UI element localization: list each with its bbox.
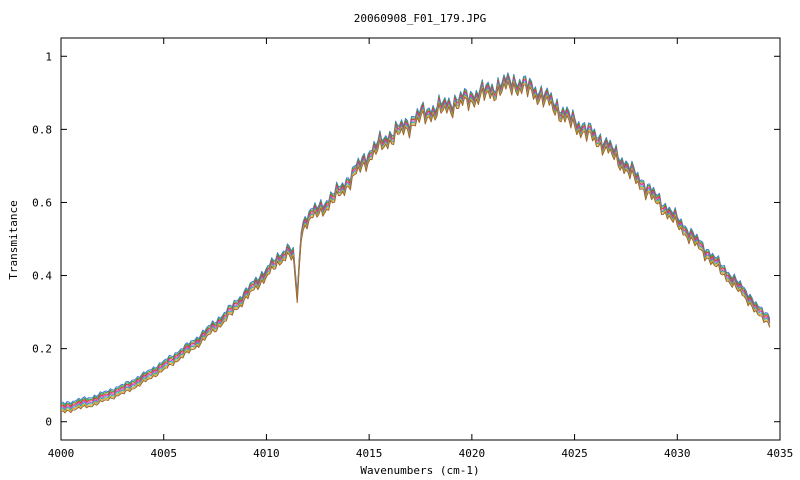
- y-tick-label: 0.6: [32, 196, 52, 209]
- x-tick-label: 4025: [561, 447, 588, 460]
- x-tick-label: 4010: [253, 447, 280, 460]
- x-tick-label: 4030: [664, 447, 691, 460]
- x-axis-label: Wavenumbers (cm-1): [360, 464, 479, 477]
- x-tick-label: 4035: [767, 447, 794, 460]
- x-tick-label: 4000: [48, 447, 75, 460]
- plot-frame: [60, 37, 781, 441]
- chart-title: 20060908_F01_179.JPG: [354, 12, 486, 25]
- series-lines: [60, 72, 771, 414]
- x-tick-label: 4005: [150, 447, 177, 460]
- y-axis-ticks: 0 0.2 0.4 0.6 0.8 1: [32, 50, 780, 429]
- y-tick-label: 1: [45, 50, 52, 63]
- y-tick-label: 0.8: [32, 123, 52, 136]
- y-tick-label: 0.2: [32, 343, 52, 356]
- series-line: [60, 81, 771, 414]
- y-axis-label: Transmitance: [7, 200, 20, 279]
- y-tick-label: 0: [45, 416, 52, 429]
- x-tick-label: 4020: [459, 447, 486, 460]
- x-tick-label: 4015: [356, 447, 383, 460]
- y-tick-label: 0.4: [32, 270, 52, 283]
- x-axis-ticks: 4000 4005 4010 4015 4020 4025 4030 4035: [48, 38, 794, 460]
